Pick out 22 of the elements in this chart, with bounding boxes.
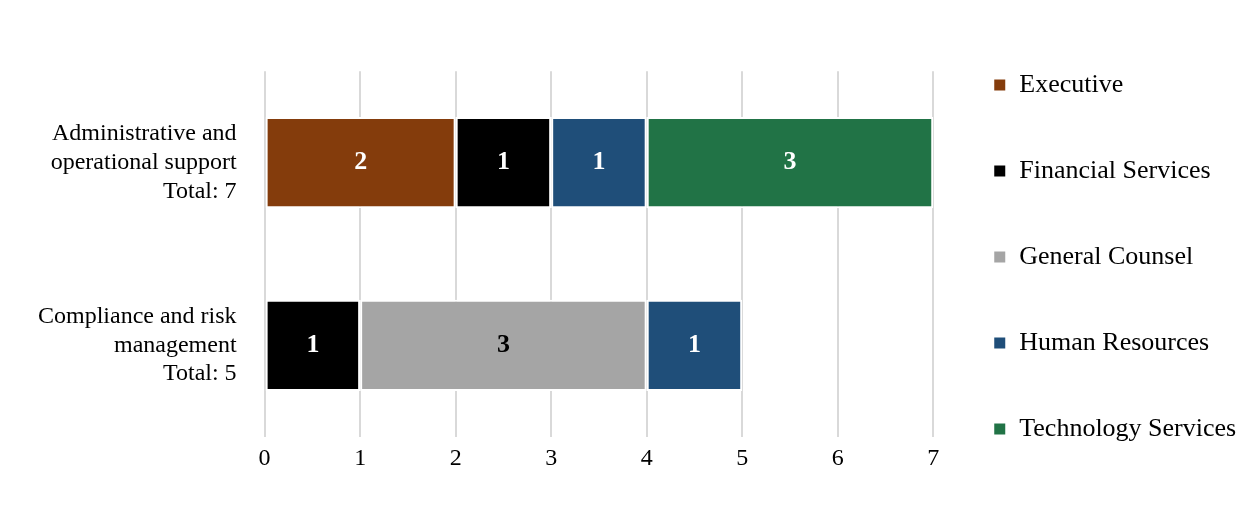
data-label: 3 [783,146,797,176]
data-label: 3 [496,329,510,359]
data-label: 1 [687,329,701,359]
x-tick-label: 7 [927,444,940,471]
legend-label: Financial Services [1019,154,1211,184]
legend-label: Technology Services [1019,412,1237,442]
y-tick-label: Compliance and risk management Total: 5 [38,301,237,386]
data-label: 1 [496,146,510,176]
data-label: 1 [592,146,606,176]
data-label: 1 [306,329,320,359]
legend-label: Human Resources [1019,326,1210,356]
x-tick-label: 4 [640,444,653,471]
x-tick-label: 3 [545,444,558,471]
x-tick-label: 2 [449,444,462,471]
legend-label: General Counsel [1019,240,1194,270]
x-tick-label: 1 [354,444,367,471]
x-tick-label: 5 [736,444,749,471]
legend-label: Executive [1019,68,1124,98]
x-tick-label: 6 [831,444,844,471]
data-label: 2 [354,146,368,176]
y-tick-label: Administrative and operational support Total: 7 [50,119,237,203]
x-tick-label: 0 [258,444,271,471]
